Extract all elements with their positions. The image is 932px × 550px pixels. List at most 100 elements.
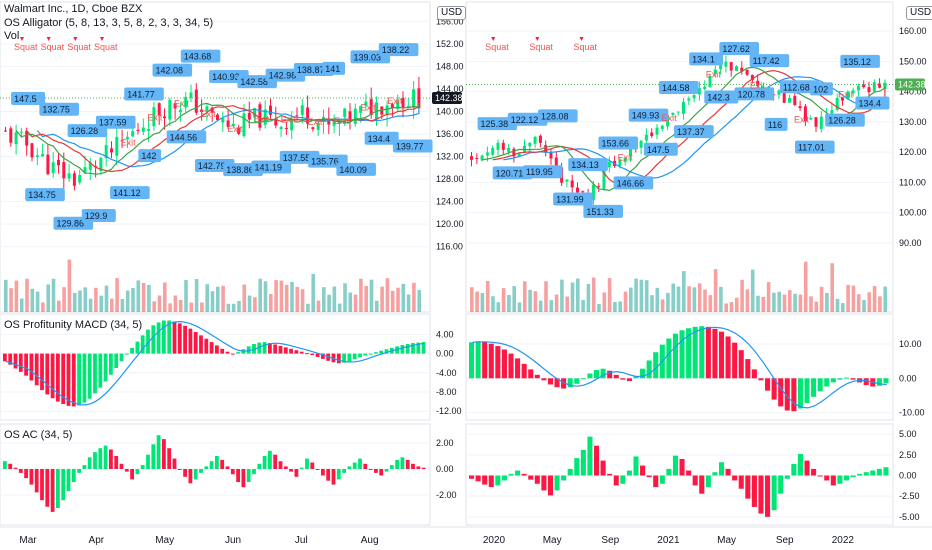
right-candle bbox=[814, 117, 818, 127]
left-macd-histogram-bar bbox=[384, 349, 389, 354]
left-price-label: 144.56 bbox=[170, 132, 198, 142]
left-candle bbox=[300, 105, 304, 115]
left-candle bbox=[390, 104, 394, 108]
right-volume-bar bbox=[660, 299, 665, 312]
right-volume-bar bbox=[692, 287, 697, 312]
left-ac-histogram-bar bbox=[294, 469, 299, 477]
right-tick-label: 90.00 bbox=[899, 238, 922, 248]
right-volume-bar bbox=[756, 295, 760, 312]
right-macd-histogram-bar bbox=[738, 350, 744, 379]
right-volume-bar bbox=[761, 296, 766, 312]
right-macd-histogram-bar bbox=[778, 378, 784, 407]
left-macd-histogram-bar bbox=[167, 320, 172, 354]
right-macd-histogram-bar bbox=[751, 369, 757, 379]
left-volume-bar bbox=[380, 286, 384, 312]
right-volume-bar bbox=[581, 299, 585, 312]
left-ac-histogram-bar bbox=[215, 456, 219, 469]
right-candle bbox=[708, 75, 712, 87]
right-ac-histogram-bar bbox=[666, 468, 672, 476]
left-signal-word: Exit bbox=[147, 113, 163, 123]
left-macd-tick-label: 4.00 bbox=[436, 329, 454, 339]
left-volume-bar bbox=[316, 300, 321, 312]
right-macd-histogram-bar bbox=[607, 370, 613, 379]
left-candle bbox=[231, 123, 235, 127]
right-macd-histogram-bar bbox=[541, 378, 547, 381]
left-ac-histogram-bar bbox=[395, 459, 399, 469]
left-macd-histogram-bar bbox=[130, 347, 134, 354]
right-x-tick-label: 2020 bbox=[483, 535, 506, 546]
right-macd-histogram-bar bbox=[804, 378, 810, 403]
left-volume-bar bbox=[258, 278, 262, 312]
left-signal-word: Squat bbox=[67, 42, 91, 52]
left-ac-histogram-bar bbox=[124, 469, 129, 472]
right-price-label: 122.12 bbox=[511, 115, 539, 125]
left-candle bbox=[216, 114, 219, 121]
right-candle bbox=[607, 161, 611, 168]
right-candle bbox=[841, 97, 844, 101]
left-macd-histogram-bar bbox=[29, 353, 34, 381]
left-macd-histogram-bar bbox=[24, 353, 28, 376]
right-price-label-box bbox=[568, 158, 608, 172]
left-candle bbox=[99, 157, 103, 171]
right-ac-histogram-bar bbox=[699, 475, 705, 494]
left-candle bbox=[62, 162, 66, 179]
left-volume-bar bbox=[221, 285, 225, 312]
right-signal-word: Exit bbox=[618, 152, 634, 162]
left-macd-tick-label: -4.00 bbox=[436, 368, 457, 378]
left-price-label-box bbox=[11, 92, 46, 106]
left-price-label-box bbox=[166, 130, 207, 144]
right-signal-word: Squat bbox=[529, 42, 553, 52]
left-signal-word: Exit bbox=[387, 96, 403, 106]
right-volume-bar bbox=[856, 294, 861, 312]
right-ac-histogram-bar bbox=[646, 475, 652, 478]
right-ac-histogram-bar bbox=[554, 475, 560, 491]
right-macd-histogram-bar bbox=[817, 378, 823, 392]
left-price-label: 129.9 bbox=[85, 211, 108, 221]
right-price-label: 102 bbox=[813, 84, 828, 94]
left-candle bbox=[147, 129, 151, 131]
left-macd-histogram-bar bbox=[146, 329, 150, 354]
left-volume-bar bbox=[178, 299, 183, 312]
left-volume-bar bbox=[125, 290, 130, 312]
currency-right[interactable]: USD bbox=[906, 6, 932, 20]
right-candle bbox=[830, 110, 834, 114]
left-volume-bar bbox=[210, 291, 215, 312]
left-macd-histogram-bar bbox=[13, 353, 18, 369]
left-candle bbox=[57, 159, 60, 166]
right-volume-bar bbox=[735, 297, 739, 312]
left-price-label-box bbox=[336, 162, 376, 176]
left-price-label: 126.28 bbox=[71, 126, 99, 136]
left-ac-histogram-bar bbox=[299, 467, 304, 469]
right-candle bbox=[798, 106, 802, 109]
left-candle bbox=[311, 127, 315, 130]
left-volume-bar bbox=[131, 287, 135, 312]
left-volume-bar bbox=[46, 284, 50, 312]
left-macd-histogram-bar bbox=[209, 342, 214, 354]
right-volume-bar bbox=[835, 298, 840, 312]
left-alligator-jaw bbox=[36, 106, 420, 168]
right-macd-histogram-bar bbox=[811, 378, 817, 397]
right-volume-bar bbox=[825, 292, 829, 312]
right-ac-histogram-bar bbox=[528, 475, 534, 480]
currency-left[interactable]: USD bbox=[437, 6, 467, 20]
left-volume-bar bbox=[4, 279, 8, 312]
left-candle bbox=[46, 154, 50, 175]
right-ac-histogram-bar bbox=[587, 436, 593, 476]
right-macd-histogram-bar bbox=[508, 353, 514, 379]
left-volume-bar bbox=[242, 284, 247, 312]
right-volume-bar bbox=[809, 296, 813, 312]
left-macd-histogram-bar bbox=[109, 353, 113, 375]
left-ac-histogram-bar bbox=[103, 445, 108, 469]
right-candle bbox=[724, 61, 728, 67]
right-price-label-box bbox=[643, 142, 678, 156]
right-macd-histogram-bar bbox=[791, 378, 797, 412]
left-signal-word: Squat bbox=[41, 42, 65, 52]
right-candle bbox=[655, 127, 659, 135]
left-price-label: 141.19 bbox=[255, 163, 283, 173]
right-ac-tick-label: 2.50 bbox=[899, 450, 917, 460]
right-volume-bar bbox=[798, 294, 803, 312]
left-ac-histogram-bar bbox=[109, 449, 113, 469]
left-price-label: 139.77 bbox=[396, 141, 424, 151]
right-ac-histogram-bar bbox=[580, 449, 586, 476]
